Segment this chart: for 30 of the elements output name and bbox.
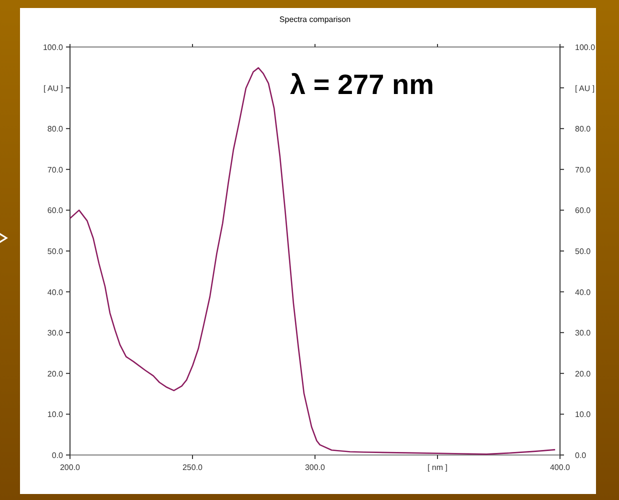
y2-tick-label: 10.0 xyxy=(575,410,592,420)
y-tick-label: 0.0 xyxy=(52,451,64,460)
chart-title: Spectra comparison xyxy=(279,15,351,24)
y2-tick-label: 40.0 xyxy=(575,288,592,297)
y-tick-label: 20.0 xyxy=(47,369,64,378)
y-tick-label: 40.0 xyxy=(47,288,64,297)
y2-tick-label: 20.0 xyxy=(575,369,592,378)
x-tick-label: 250.0 xyxy=(182,463,204,472)
x-tick-label: 300.0 xyxy=(304,463,326,472)
y2-tick-label: 70.0 xyxy=(575,165,592,174)
y-tick-label: 100.0 xyxy=(42,43,64,52)
y-tick-label: 10.0 xyxy=(47,410,64,420)
y2-tick-label: 100.0 xyxy=(575,43,596,52)
y-tick-label: 30.0 xyxy=(47,328,64,338)
y-tick-label: [ AU ] xyxy=(43,84,63,93)
y-tick-label: 80.0 xyxy=(47,124,64,134)
y-tick-label: 50.0 xyxy=(47,247,64,256)
y2-tick-label: 60.0 xyxy=(575,206,592,216)
x-tick-label: 200.0 xyxy=(60,463,81,472)
annotation: λ = 277 nm xyxy=(290,69,434,100)
y-tick-label: 70.0 xyxy=(47,165,64,174)
y2-tick-label: [ AU ] xyxy=(575,84,595,93)
y2-tick-label: 80.0 xyxy=(575,124,592,134)
line-series xyxy=(69,67,556,455)
y2-tick-label: 0.0 xyxy=(575,451,587,460)
y2-tick-label: 30.0 xyxy=(575,328,592,338)
x-tick-label: 400.0 xyxy=(550,463,571,472)
x-tick-label: [ nm ] xyxy=(427,463,448,472)
y-tick-label: 60.0 xyxy=(47,206,64,216)
y2-tick-label: 50.0 xyxy=(575,247,592,256)
